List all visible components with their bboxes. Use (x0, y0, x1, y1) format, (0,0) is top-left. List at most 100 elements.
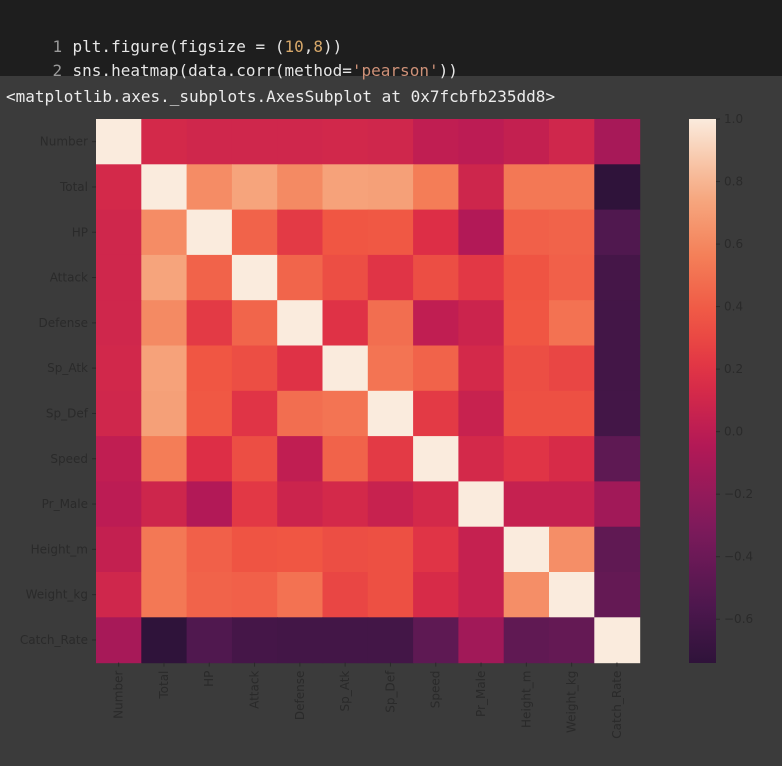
heatmap-cell (96, 481, 142, 528)
y-tick-label: Height_m (31, 542, 88, 556)
heatmap-cell (186, 254, 233, 301)
code-cell[interactable]: 1 plt.figure(figsize = (10,8)) 2 sns.heatm… (0, 0, 782, 80)
heatmap-cell (458, 526, 505, 573)
x-tick-label: Number (112, 671, 126, 719)
heatmap-cell (458, 390, 505, 437)
heatmap-cell (549, 572, 595, 618)
cell-output-repr: <matplotlib.axes._subplots.AxesSubplot a… (6, 87, 556, 106)
heatmap-cell (322, 481, 369, 528)
heatmap-cell (594, 572, 641, 618)
heatmap-cell (458, 345, 505, 392)
x-tick-label: HP (202, 671, 216, 687)
colorbar-tick-label: 1.0 (724, 112, 743, 126)
heatmap-cell (277, 526, 324, 573)
heatmap-cell (503, 209, 550, 256)
heatmap-cell (458, 254, 505, 301)
code-line-2: 2 sns.heatmap(data.corr(method='pearson')… (14, 38, 458, 80)
heatmap-cell (367, 481, 414, 528)
heatmap-cell (231, 345, 278, 392)
y-tick-label: Total (59, 180, 88, 194)
heatmap-cell (549, 481, 595, 528)
heatmap-cell (141, 164, 188, 211)
heatmap-cell (231, 209, 278, 256)
heatmap-cell (458, 300, 505, 347)
heatmap-cell (141, 209, 188, 256)
heatmap-cell (413, 164, 459, 211)
heatmap-cell (186, 390, 233, 437)
x-tick-label: Weight_kg (565, 671, 579, 733)
heatmap-cell (322, 526, 369, 573)
heatmap-cell (367, 526, 414, 573)
heatmap-cell (141, 390, 188, 437)
y-tick-label: Catch_Rate (20, 633, 88, 647)
heatmap-cell (186, 300, 233, 347)
heatmap-cell (594, 390, 641, 437)
heatmap-cell (231, 572, 278, 618)
heatmap-cell (231, 617, 278, 664)
heatmap-cell (367, 119, 414, 165)
heatmap-cell (96, 390, 142, 437)
heatmap-cell (231, 436, 278, 482)
heatmap-cell (367, 300, 414, 347)
heatmap-cell (503, 390, 550, 437)
code-line-1: 1 plt.figure(figsize = (10,8)) (14, 14, 343, 56)
heatmap-cell (322, 572, 369, 618)
x-tick-label: Pr_Male (474, 671, 488, 717)
heatmap-cell (367, 390, 414, 437)
heatmap-cell (96, 300, 142, 347)
heatmap-cell (594, 254, 641, 301)
code-text: plt.figure(figsize = (10,8)) (72, 37, 343, 56)
heatmap-cell (231, 254, 278, 301)
heatmap-cell (413, 617, 459, 664)
heatmap-cell (277, 254, 324, 301)
heatmap-cell (458, 164, 505, 211)
heatmap-cell (367, 617, 414, 664)
heatmap-cell (367, 164, 414, 211)
heatmap-cell (322, 345, 369, 392)
heatmap-cell (458, 481, 505, 528)
y-tick-label: HP (72, 225, 88, 239)
heatmap-cell (594, 164, 641, 211)
heatmap-cell (458, 436, 505, 482)
heatmap-cell (322, 119, 369, 165)
heatmap-cell (96, 526, 142, 573)
heatmap-cell (141, 119, 188, 165)
heatmap-cell (413, 390, 459, 437)
heatmap-cell (141, 345, 188, 392)
colorbar-tick-label: −0.4 (724, 550, 753, 564)
heatmap-cell (549, 300, 595, 347)
heatmap-cell (186, 164, 233, 211)
heatmap-cell (231, 481, 278, 528)
heatmap-cell (594, 209, 641, 256)
heatmap-cell (231, 300, 278, 347)
x-tick-label: Defense (293, 671, 307, 720)
x-tick-label: Sp_Atk (338, 671, 352, 712)
heatmap-cell (367, 254, 414, 301)
heatmap-cell (413, 481, 459, 528)
colorbar-tick-label: 0.2 (724, 362, 743, 376)
heatmap-chart: Number Total HP Attack Defense Sp_Atk Sp_Def Sp… (20, 112, 753, 739)
heatmap-cell (594, 481, 641, 528)
heatmap-cell (186, 481, 233, 528)
colorbar-tick-label: 0.8 (724, 175, 743, 189)
heatmap-cell (231, 119, 278, 165)
heatmap-cell (458, 572, 505, 618)
heatmap-cell (96, 572, 142, 618)
heatmap-cell (413, 345, 459, 392)
heatmap-figure: Number Total HP Attack Defense Sp_Atk Sp_Def Sp… (0, 110, 782, 766)
heatmap-cell (503, 436, 550, 482)
heatmap-cell (277, 119, 324, 165)
heatmap-cell (186, 617, 233, 664)
x-tick-label: Catch_Rate (610, 671, 624, 739)
y-tick-label: Sp_Def (46, 406, 89, 420)
heatmap-cell (594, 119, 641, 165)
heatmap-cell (186, 345, 233, 392)
heatmap-cell (503, 300, 550, 347)
heatmap-cell (503, 481, 550, 528)
heatmap-cell (231, 526, 278, 573)
heatmap-cell (367, 572, 414, 618)
heatmap-cell (141, 436, 188, 482)
heatmap-cell (503, 254, 550, 301)
heatmap-cell (277, 209, 324, 256)
heatmap-cell (503, 164, 550, 211)
